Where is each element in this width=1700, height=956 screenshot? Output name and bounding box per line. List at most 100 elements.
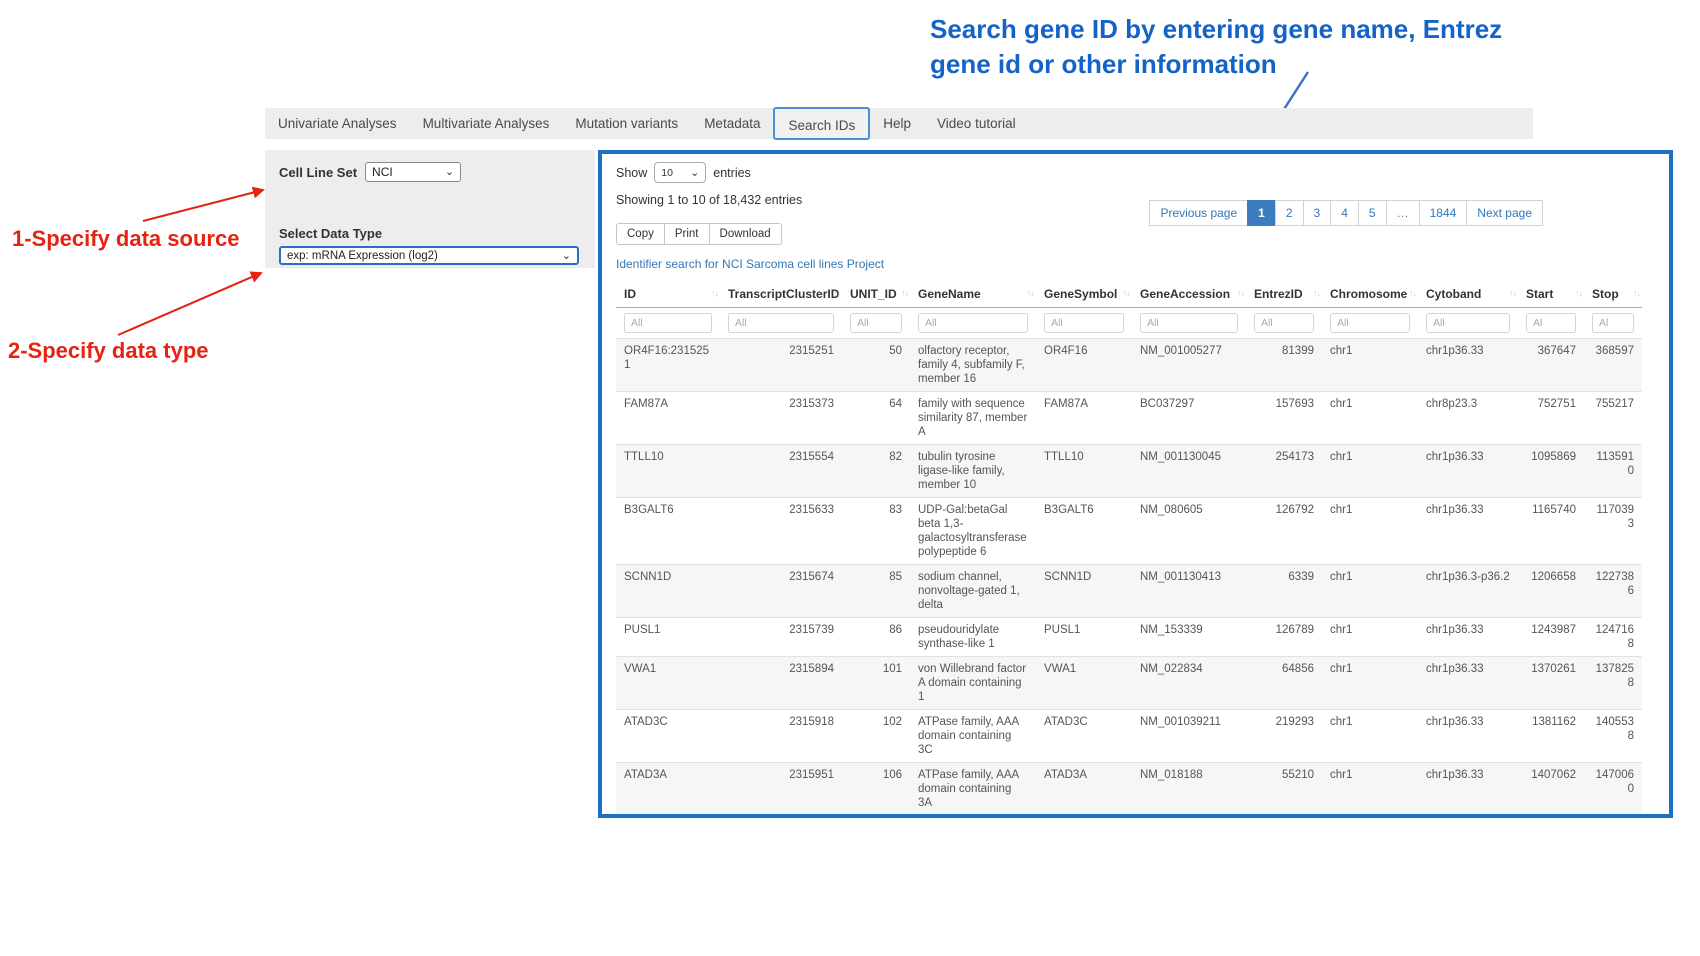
entries-label: entries	[713, 165, 751, 180]
page-button-5[interactable]: 5	[1357, 200, 1387, 226]
filter-input-id[interactable]	[624, 313, 712, 333]
column-header-cytoband[interactable]: Cytoband ↑↓	[1418, 281, 1518, 308]
search-ids-panel: Show 10 ⌄ entries Showing 1 to 10 of 18,…	[598, 150, 1673, 818]
filter-input-unit-id[interactable]	[850, 313, 902, 333]
cell-genename: tubulin tyrosine ligase-like family, mem…	[910, 444, 1036, 498]
tab-search-ids[interactable]: Search IDs	[773, 107, 871, 140]
page-button-3[interactable]: 3	[1302, 200, 1332, 226]
cell-stop: 1135910	[1584, 444, 1642, 498]
cell-chromosome: chr1	[1322, 617, 1418, 657]
page-button-1[interactable]: 1	[1247, 200, 1276, 226]
cell-start: 1095869	[1518, 444, 1584, 498]
cell-unit-id: 86	[842, 617, 910, 657]
cell-chromosome: chr1	[1322, 391, 1418, 445]
cell-id: ATAD3C	[616, 709, 720, 763]
data-type-select[interactable]: exp: mRNA Expression (log2) ⌄	[279, 246, 579, 265]
sort-icon: ↑↓	[1027, 288, 1035, 298]
filter-input-chromosome[interactable]	[1330, 313, 1410, 333]
filter-input-stop[interactable]	[1592, 313, 1634, 333]
column-header-entrezid[interactable]: EntrezID ↑↓	[1246, 281, 1322, 308]
show-label: Show	[616, 165, 648, 180]
sort-icon: ↑↓	[901, 288, 909, 298]
sort-icon: ↑↓	[711, 288, 719, 298]
page-button-4[interactable]: 4	[1330, 200, 1359, 226]
filter-cell-genename	[910, 307, 1036, 339]
cell-chromosome: chr1	[1322, 709, 1418, 763]
filter-input-start[interactable]	[1526, 313, 1576, 333]
cell-start: 1206658	[1518, 564, 1584, 618]
tab-video-tutorial[interactable]: Video tutorial	[937, 116, 1016, 131]
cell-genename: von Willebrand factor A domain containin…	[910, 656, 1036, 710]
copy-button[interactable]: Copy	[616, 223, 665, 245]
cell-entrezid: 6339	[1246, 564, 1322, 618]
cell-id: PUSL1	[616, 617, 720, 657]
column-header-start[interactable]: Start ↑↓	[1518, 281, 1584, 308]
page-button-1844[interactable]: 1844	[1418, 200, 1468, 226]
cell-genesymbol: ATAD3A	[1036, 762, 1132, 814]
filter-cell-geneaccession	[1132, 307, 1246, 339]
filter-input-geneaccession[interactable]	[1140, 313, 1238, 333]
cell-entrezid: 219293	[1246, 709, 1322, 763]
column-header-chromosome[interactable]: Chromosome ↑↓	[1322, 281, 1418, 308]
column-header-id[interactable]: ID ↑↓	[616, 281, 720, 308]
cell-stop: 1170393	[1584, 497, 1642, 565]
cell-unit-id: 50	[842, 338, 910, 392]
tab-univariate-analyses[interactable]: Univariate Analyses	[278, 116, 397, 131]
filter-cell-id	[616, 307, 720, 339]
tab-multivariate-analyses[interactable]: Multivariate Analyses	[422, 116, 550, 131]
cell-stop: 368597	[1584, 338, 1642, 392]
filter-input-genesymbol[interactable]	[1044, 313, 1124, 333]
cell-start: 1381162	[1518, 709, 1584, 763]
cell-cytoband: chr1p36.33	[1418, 444, 1518, 498]
cell-entrezid: 254173	[1246, 444, 1322, 498]
column-header-genename[interactable]: GeneName ↑↓	[910, 281, 1036, 308]
cell-entrezid: 81399	[1246, 338, 1322, 392]
cell-genename: pseudouridylate synthase-like 1	[910, 617, 1036, 657]
cell-genename: ATPase family, AAA domain containing 3A	[910, 762, 1036, 814]
page-length-select[interactable]: 10 ⌄	[654, 162, 707, 183]
next-page-button[interactable]: Next page	[1466, 200, 1543, 226]
print-button[interactable]: Print	[663, 223, 710, 245]
cell-transcriptclusterid: 2315674	[720, 564, 842, 618]
table-row: TTLL10 2315554 82 tubulin tyrosine ligase-l…	[616, 444, 1642, 498]
download-button[interactable]: Download	[708, 223, 782, 245]
column-header-geneaccession[interactable]: GeneAccession ↑↓	[1132, 281, 1246, 308]
cell-cytoband: chr1p36.33	[1418, 338, 1518, 392]
cell-line-set-select[interactable]: NCI ⌄	[365, 162, 462, 182]
cell-unit-id: 83	[842, 497, 910, 565]
column-header-unit-id[interactable]: UNIT_ID ↑↓	[842, 281, 910, 308]
gene-id-table: ID ↑↓ TranscriptClusterID ↑↓ UNIT_ID ↑↓ GeneNa…	[616, 281, 1642, 814]
column-header-stop[interactable]: Stop ↑↓	[1584, 281, 1642, 308]
cell-chromosome: chr1	[1322, 564, 1418, 618]
filter-input-cytoband[interactable]	[1426, 313, 1510, 333]
identifier-search-link[interactable]: Identifier search for NCI Sarcoma cell l…	[616, 257, 885, 271]
filter-cell-stop	[1584, 307, 1642, 339]
data-type-label: Select Data Type	[279, 226, 383, 241]
tab-metadata[interactable]: Metadata	[704, 116, 761, 131]
cell-cytoband: chr1p36.33	[1418, 497, 1518, 565]
cell-unit-id: 64	[842, 391, 910, 445]
red-annotation-arrow1-icon	[142, 186, 265, 222]
tab-mutation-variants[interactable]: Mutation variants	[575, 116, 679, 131]
cell-chromosome: chr1	[1322, 444, 1418, 498]
cell-geneaccession: NM_018188	[1132, 762, 1246, 814]
cell-genename: UDP-Gal:betaGal beta 1,3-galactosyltrans…	[910, 497, 1036, 565]
column-header-genesymbol[interactable]: GeneSymbol ↑↓	[1036, 281, 1132, 308]
page-ellipsis: …	[1385, 200, 1420, 226]
cell-unit-id: 85	[842, 564, 910, 618]
cell-genesymbol: FAM87A	[1036, 391, 1132, 445]
tab-help[interactable]: Help	[883, 116, 912, 131]
filter-input-transcriptclusterid[interactable]	[728, 313, 834, 333]
page-button-2[interactable]: 2	[1274, 200, 1304, 226]
column-header-transcriptclusterid[interactable]: TranscriptClusterID ↑↓	[720, 281, 842, 308]
filter-input-genename[interactable]	[918, 313, 1028, 333]
filter-input-entrezid[interactable]	[1254, 313, 1314, 333]
cell-stop: 1378258	[1584, 656, 1642, 710]
cell-genesymbol: VWA1	[1036, 656, 1132, 710]
table-row: ATAD3C 2315918 102 ATPase family, AAA domai…	[616, 709, 1642, 763]
previous-page-button[interactable]: Previous page	[1149, 200, 1249, 226]
cell-stop: 755217	[1584, 391, 1642, 445]
cell-transcriptclusterid: 2315951	[720, 762, 842, 814]
cell-genesymbol: TTLL10	[1036, 444, 1132, 498]
cell-stop: 1247168	[1584, 617, 1642, 657]
